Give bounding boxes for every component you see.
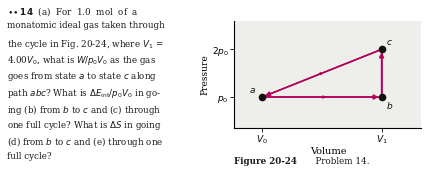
- Y-axis label: Pressure: Pressure: [200, 54, 209, 95]
- Text: Figure 20-24: Figure 20-24: [234, 157, 298, 166]
- Text: ${\bullet\!\bullet}$$\bf{14}$  (a)  For  1.0  mol  of  a: ${\bullet\!\bullet}$$\bf{14}$ (a) For 1.…: [6, 5, 138, 18]
- Text: Problem 14.: Problem 14.: [310, 157, 369, 166]
- Text: one full cycle? What is $\Delta S$ in going: one full cycle? What is $\Delta S$ in go…: [6, 119, 161, 132]
- Text: path $abc$? What is $\Delta E_{\rm int}/p_0V_0$ in go-: path $abc$? What is $\Delta E_{\rm int}/…: [6, 86, 161, 99]
- Text: the cycle in Fig. 20-24, where $V_1$ =: the cycle in Fig. 20-24, where $V_1$ =: [6, 38, 163, 51]
- Text: $a$: $a$: [249, 86, 256, 95]
- Text: 4.00$V_0$, what is $W\!/p_0V_0$ as the gas: 4.00$V_0$, what is $W\!/p_0V_0$ as the g…: [6, 54, 156, 67]
- Text: $b$: $b$: [386, 100, 393, 111]
- Text: monatomic ideal gas taken through: monatomic ideal gas taken through: [6, 21, 164, 30]
- Text: (d) from $b$ to $c$ and (e) through one: (d) from $b$ to $c$ and (e) through one: [6, 135, 163, 149]
- Text: $c$: $c$: [386, 38, 393, 47]
- Text: goes from state $a$ to state $c$ along: goes from state $a$ to state $c$ along: [6, 70, 157, 83]
- X-axis label: Volume: Volume: [310, 147, 346, 156]
- Text: ing (b) from $b$ to $c$ and (c) through: ing (b) from $b$ to $c$ and (c) through: [6, 103, 161, 117]
- Text: full cycle?: full cycle?: [6, 152, 51, 161]
